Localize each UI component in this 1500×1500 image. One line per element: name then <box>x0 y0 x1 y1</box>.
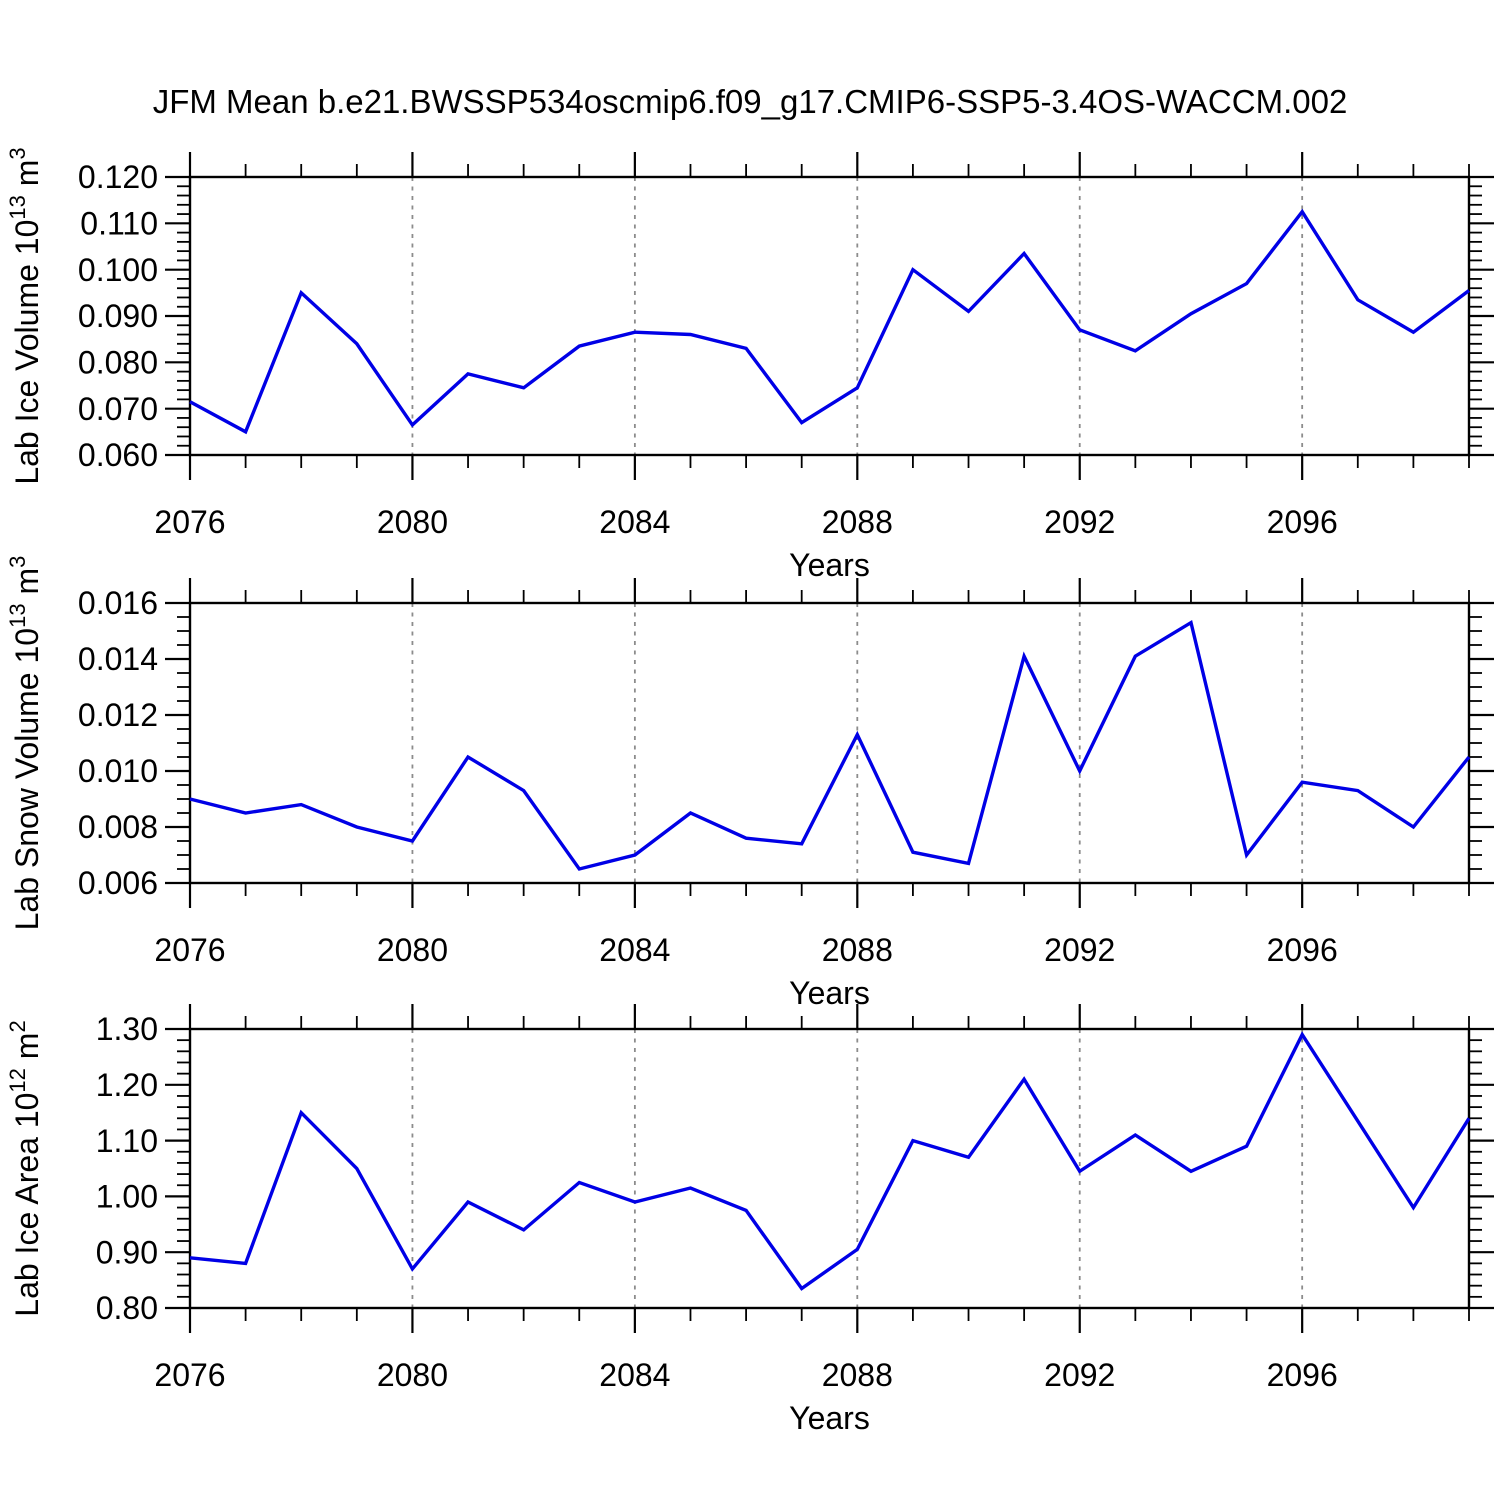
x-tick-label: 2096 <box>1267 504 1338 540</box>
panel-ice-volume: 2076 2080 2084 2088 2092 2096 0.060 0.070 0.080 0… <box>5 147 1494 583</box>
ice-volume-line <box>189 208 1471 435</box>
x-axis-label: Years <box>789 1400 870 1436</box>
x-tick-label: 2096 <box>1267 932 1338 968</box>
x-tick-label: 2076 <box>154 1357 225 1393</box>
x-tick-label: 2076 <box>154 504 225 540</box>
panel-snow-volume: 2076 2080 2084 2088 2092 2096 0.006 0.008 0.010 0… <box>5 556 1494 1011</box>
y-tick-label: 0.014 <box>78 641 158 677</box>
x-tick-label: 2096 <box>1267 1357 1338 1393</box>
panels-container: 2076 2080 2084 2088 2092 2096 0.060 0.070 0.080 0… <box>5 147 1494 1436</box>
y-tick-label: 0.010 <box>78 753 158 789</box>
y-tick-label: 0.080 <box>78 345 158 381</box>
x-tick-label: 2084 <box>599 504 670 540</box>
y-tick-label: 0.008 <box>78 809 158 845</box>
plot-box <box>188 1027 1471 1310</box>
snow-volume-line <box>189 619 1471 871</box>
y-tick-label: 0.090 <box>78 298 158 334</box>
x-tick-label: 2080 <box>377 504 448 540</box>
y-tick-label: 1.00 <box>96 1179 158 1215</box>
y-tick-label: 0.012 <box>78 697 158 733</box>
y-tick-label: 0.016 <box>78 585 158 621</box>
plot-box <box>188 601 1471 885</box>
x-tick-label: 2084 <box>599 932 670 968</box>
plot-box <box>188 175 1471 457</box>
y-tick-label: 0.90 <box>96 1234 158 1270</box>
y-tick-label: 0.100 <box>78 252 158 288</box>
y-axis-label: Lab Ice Area 1012 m2 <box>5 1020 45 1316</box>
x-tick-label: 2092 <box>1044 504 1115 540</box>
x-tick-label: 2092 <box>1044 1357 1115 1393</box>
y-tick-label: 0.80 <box>96 1290 158 1326</box>
y-tick-label: 0.060 <box>78 437 158 473</box>
y-tick-label: 0.110 <box>80 206 158 242</box>
y-axis-label: Lab Snow Volume 1013 m3 <box>5 556 45 931</box>
y-tick-label: 1.10 <box>96 1123 158 1159</box>
y-tick-label: 0.120 <box>78 159 158 195</box>
panel-ice-area: 2076 2080 2084 2088 2092 2096 0.80 0.90 1.00 1.10… <box>5 1004 1494 1436</box>
x-tick-label: 2092 <box>1044 932 1115 968</box>
y-tick-label: 1.20 <box>96 1067 158 1103</box>
y-tick-label: 0.006 <box>78 865 158 901</box>
x-tick-label: 2076 <box>154 932 225 968</box>
x-axis-label: Years <box>789 547 870 583</box>
x-tick-label: 2088 <box>822 504 893 540</box>
ice-area-line <box>189 1031 1471 1291</box>
x-tick-label: 2080 <box>377 932 448 968</box>
y-tick-label: 0.070 <box>78 391 158 427</box>
chart-title: JFM Mean b.e21.BWSSP534oscmip6.f09_g17.C… <box>153 83 1348 120</box>
x-tick-label: 2080 <box>377 1357 448 1393</box>
y-tick-label: 1.30 <box>96 1011 158 1047</box>
x-tick-label: 2084 <box>599 1357 670 1393</box>
x-tick-label: 2088 <box>822 1357 893 1393</box>
x-tick-label: 2088 <box>822 932 893 968</box>
y-axis-label: Lab Ice Volume 1013 m3 <box>5 147 45 484</box>
